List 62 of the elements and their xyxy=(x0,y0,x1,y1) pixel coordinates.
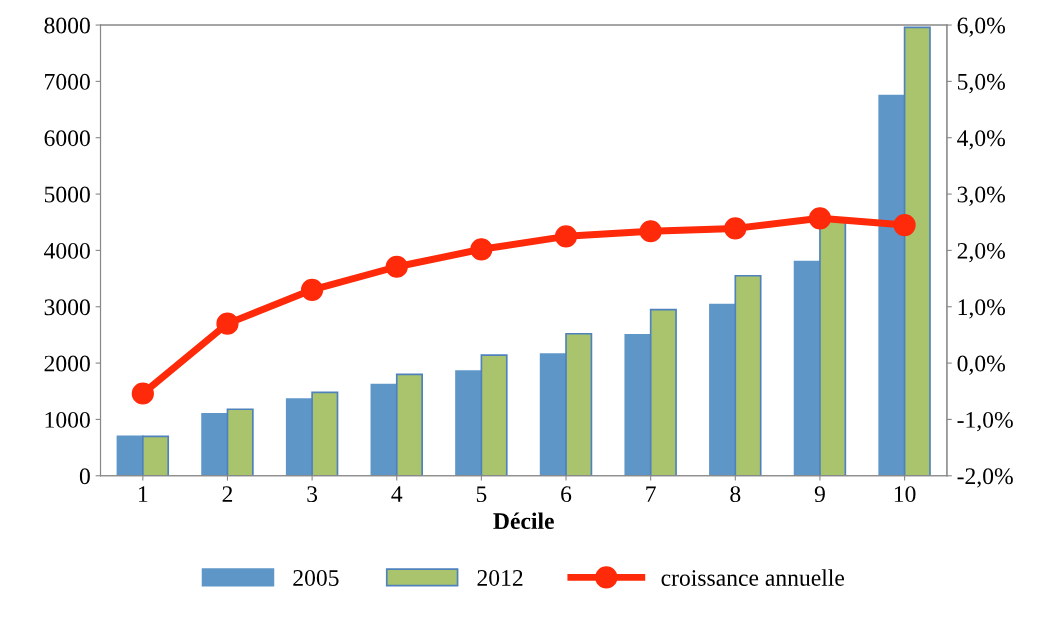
x-tick-label: 5 xyxy=(476,486,487,503)
bar xyxy=(565,332,593,476)
bar xyxy=(455,370,483,476)
point xyxy=(300,278,324,301)
y-tick-label: 6000 xyxy=(44,130,90,147)
bar xyxy=(285,398,313,476)
bar xyxy=(878,94,906,476)
y2-tick-label: 4,0% xyxy=(957,130,1006,150)
point xyxy=(385,255,408,278)
x-tick-label: 6 xyxy=(561,486,572,503)
legend-label: 2005 xyxy=(293,569,339,586)
point xyxy=(724,217,747,240)
bar xyxy=(480,354,508,476)
bar xyxy=(370,383,398,476)
y2-tick-label: 5,0% xyxy=(958,73,1006,94)
y2-tick-label: 0,0% xyxy=(957,355,1006,375)
point xyxy=(893,213,916,237)
x-tick-label: 7 xyxy=(646,486,656,502)
y-tick-label: 7000 xyxy=(45,73,90,90)
point xyxy=(639,220,662,243)
x-axis-title: Décile xyxy=(493,512,554,530)
bar xyxy=(395,373,423,476)
x-tick-label: 10 xyxy=(894,486,916,503)
legend-label: croissance annuelle xyxy=(661,569,845,586)
bar xyxy=(903,26,931,476)
bar xyxy=(201,412,229,476)
point xyxy=(216,312,239,335)
y2-tick-label: 3,0% xyxy=(957,186,1006,206)
point xyxy=(470,238,493,261)
y-tick-label: 1000 xyxy=(45,411,90,428)
bar xyxy=(116,435,144,476)
y-tick-label: 4000 xyxy=(44,242,90,259)
y-tick-label: 0 xyxy=(79,468,90,485)
y2-tick-label: 6,0% xyxy=(957,17,1006,37)
y2-tick-label: -1,0% xyxy=(957,411,1013,432)
bar xyxy=(311,391,339,476)
y2-tick-label: 2,0% xyxy=(957,242,1006,263)
bar xyxy=(734,274,762,476)
bar xyxy=(141,435,170,476)
x-tick-label: 1 xyxy=(139,486,148,502)
y-tick-label: 5000 xyxy=(44,186,90,203)
x-tick-label: 2 xyxy=(222,486,233,502)
y2-tick-label: -2,0% xyxy=(957,468,1013,488)
x-tick-label: 8 xyxy=(730,486,741,503)
x-tick-label: 9 xyxy=(814,486,825,503)
y-tick-label: 8000 xyxy=(44,17,90,34)
y-tick-label: 2000 xyxy=(44,355,90,372)
y-tick-label: 3000 xyxy=(44,299,90,316)
bar xyxy=(793,260,821,476)
bar xyxy=(539,353,567,476)
bar xyxy=(226,408,254,476)
point xyxy=(808,207,832,230)
legend-label: 2012 xyxy=(477,569,523,586)
x-tick-label: 3 xyxy=(307,486,318,503)
point xyxy=(131,382,154,405)
x-tick-label: 4 xyxy=(391,486,403,502)
bar xyxy=(624,334,652,476)
bar xyxy=(709,303,737,476)
bar xyxy=(819,220,847,476)
y2-tick-label: 1,0% xyxy=(958,299,1006,319)
point xyxy=(554,225,578,248)
bar xyxy=(649,308,677,476)
